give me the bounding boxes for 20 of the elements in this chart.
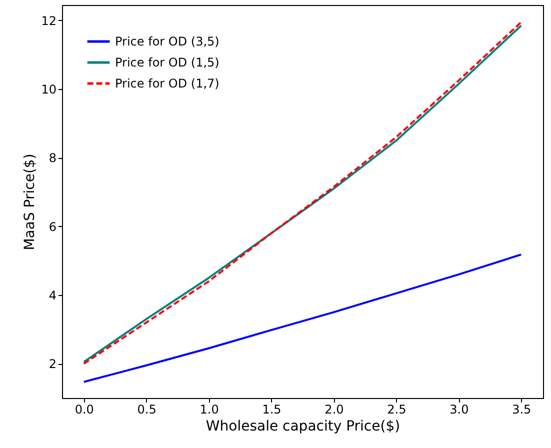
y-tick-label: 12 <box>41 14 56 28</box>
x-tick-label: 1.5 <box>262 402 282 416</box>
y-tick-label: 4 <box>48 288 56 303</box>
y-tick-label: 8 <box>48 151 56 166</box>
x-tick-label: 3.5 <box>512 402 532 416</box>
x-tick-label: 1.0 <box>200 402 219 416</box>
x-tick-label: 2.5 <box>387 402 406 416</box>
legend-label: Price for OD (1,7) <box>115 76 220 90</box>
y-axis-title: MaaS Price($) <box>22 154 38 250</box>
legend-label: Price for OD (3,5) <box>115 34 220 48</box>
y-tick-label: 10 <box>41 82 56 97</box>
y-tick-label: 2 <box>48 357 56 372</box>
x-tick-label: 3.0 <box>450 402 469 416</box>
x-axis-title: Wholesale capacity Price($) <box>206 418 400 434</box>
x-tick-label: 0.0 <box>74 402 94 416</box>
legend-label: Price for OD (1,5) <box>115 56 220 70</box>
y-tick-label: 6 <box>48 220 56 234</box>
line-series <box>82 254 522 383</box>
x-tick-label: 0.5 <box>137 402 156 416</box>
x-tick-label: 2.0 <box>324 402 344 416</box>
